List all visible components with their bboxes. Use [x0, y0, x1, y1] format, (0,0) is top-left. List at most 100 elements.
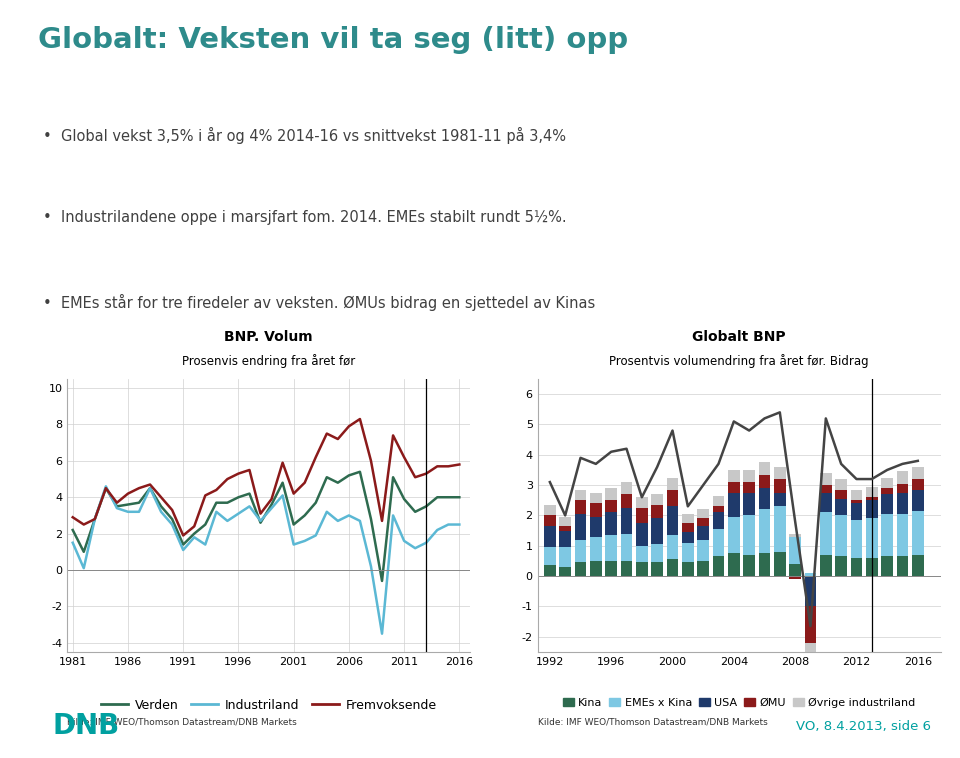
Bar [697, 561, 708, 576]
Text: Globalt: Veksten vil ta seg (litt) opp: Globalt: Veksten vil ta seg (litt) opp [38, 26, 629, 54]
Bar [820, 473, 831, 485]
Bar [636, 508, 648, 523]
Bar [881, 556, 893, 576]
Bar [881, 494, 893, 514]
Bar [743, 470, 755, 482]
Bar [575, 540, 587, 562]
Bar [683, 514, 693, 523]
Bar [728, 553, 739, 576]
Bar [667, 506, 679, 535]
Bar [851, 503, 862, 520]
Bar [866, 500, 877, 518]
Bar [560, 567, 571, 576]
Bar [667, 478, 679, 490]
Bar [835, 515, 847, 556]
Bar [912, 511, 924, 555]
Bar [575, 500, 587, 514]
Bar [820, 485, 831, 493]
Bar [712, 496, 724, 506]
Bar [804, 643, 816, 652]
Bar [636, 497, 648, 508]
Bar [912, 467, 924, 479]
Bar [652, 562, 663, 576]
Bar [621, 494, 633, 508]
Text: DNB: DNB [53, 713, 120, 740]
Bar [621, 482, 633, 494]
Bar [544, 565, 556, 576]
Bar [544, 547, 556, 565]
Bar [804, 576, 816, 606]
Bar [789, 534, 801, 537]
Bar [606, 535, 617, 561]
Bar [866, 487, 877, 497]
Bar [667, 535, 679, 559]
Bar [758, 553, 770, 576]
Bar [743, 493, 755, 515]
Text: BNP. Volum: BNP. Volum [225, 330, 313, 343]
Bar [590, 561, 602, 576]
Text: Prosentvis volumendring fra året før. Bidrag: Prosentvis volumendring fra året før. Bi… [610, 354, 869, 368]
Bar [683, 543, 693, 562]
Bar [912, 555, 924, 576]
Bar [560, 531, 571, 547]
Bar [897, 493, 908, 514]
Bar [621, 561, 633, 576]
Bar [560, 526, 571, 531]
Text: VO, 8.4.2013, side 6: VO, 8.4.2013, side 6 [796, 719, 931, 733]
Bar [667, 559, 679, 576]
Bar [544, 505, 556, 515]
Bar [912, 490, 924, 511]
Bar [560, 547, 571, 567]
Bar [881, 514, 893, 556]
Bar [774, 552, 785, 576]
Bar [606, 512, 617, 535]
Bar [789, 537, 801, 564]
Bar [697, 540, 708, 561]
Bar [758, 475, 770, 488]
Bar [606, 561, 617, 576]
Bar [683, 532, 693, 543]
Bar [636, 562, 648, 576]
Bar [560, 517, 571, 526]
Bar [728, 517, 739, 553]
Bar [728, 482, 739, 493]
Bar [575, 514, 587, 540]
Bar [590, 537, 602, 561]
Legend: Kina, EMEs x Kina, USA, ØMU, Øvrige industriland: Kina, EMEs x Kina, USA, ØMU, Øvrige indu… [558, 693, 921, 712]
Bar [835, 556, 847, 576]
Bar [881, 488, 893, 494]
Bar [774, 493, 785, 506]
Bar [820, 512, 831, 555]
Bar [697, 518, 708, 526]
Bar [697, 509, 708, 518]
Bar [743, 515, 755, 555]
Bar [789, 576, 801, 579]
Bar [590, 517, 602, 537]
Bar [636, 523, 648, 546]
Bar [835, 499, 847, 515]
Bar [851, 520, 862, 558]
Text: Prosenvis endring fra året før: Prosenvis endring fra året før [182, 354, 355, 368]
Bar [881, 478, 893, 488]
Bar [851, 500, 862, 503]
Bar [606, 500, 617, 512]
Bar [575, 562, 587, 576]
Bar [774, 479, 785, 493]
Text: •  Global vekst 3,5% i år og 4% 2014-16 vs snittvekst 1981-11 på 3,4%: • Global vekst 3,5% i år og 4% 2014-16 v… [43, 127, 565, 144]
Bar [683, 523, 693, 532]
Text: Kilde: IMF WEO/Thomson Datastream/DNB Markets: Kilde: IMF WEO/Thomson Datastream/DNB Ma… [67, 717, 297, 726]
Legend: Verden, Industriland, Fremvoksende: Verden, Industriland, Fremvoksende [96, 694, 442, 716]
Text: Kilde: IMF WEO/Thomson Datastream/DNB Markets: Kilde: IMF WEO/Thomson Datastream/DNB Ma… [538, 717, 767, 726]
Bar [789, 564, 801, 576]
Bar [866, 497, 877, 500]
Bar [712, 512, 724, 529]
Bar [851, 490, 862, 500]
Bar [590, 503, 602, 517]
Bar [743, 555, 755, 576]
Bar [575, 490, 587, 500]
Bar [621, 508, 633, 534]
Bar [758, 509, 770, 553]
Bar [804, 573, 816, 576]
Bar [652, 494, 663, 505]
Bar [866, 558, 877, 576]
